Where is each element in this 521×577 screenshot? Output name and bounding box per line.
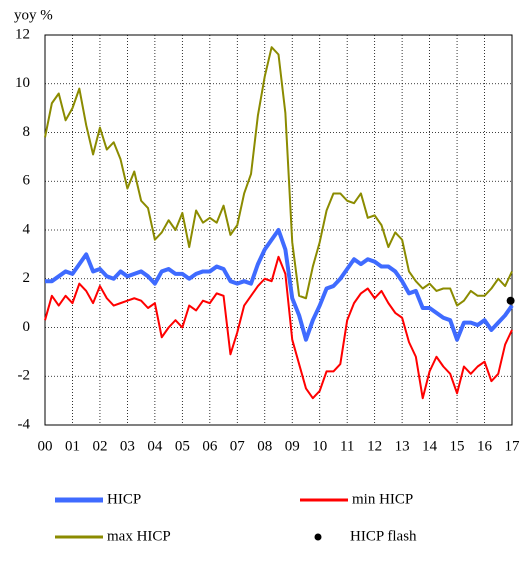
y-tick-label: -4 (18, 416, 31, 432)
y-axis-label: yoy % (14, 7, 53, 23)
y-tick-label: 6 (23, 173, 31, 189)
x-tick-label: 03 (120, 438, 135, 454)
x-tick-label: 01 (65, 438, 80, 454)
x-tick-label: 10 (312, 438, 327, 454)
y-tick-label: 8 (23, 124, 31, 140)
x-tick-label: 02 (92, 438, 107, 454)
x-tick-label: 17 (505, 438, 521, 454)
series-line (45, 228, 514, 342)
series-line (44, 255, 513, 400)
legend-label: HICP flash (350, 528, 417, 544)
y-tick-label: 4 (23, 221, 31, 237)
x-tick-label: 13 (395, 438, 410, 454)
y-tick-label: 10 (15, 75, 30, 91)
x-tick-label: 09 (285, 438, 300, 454)
legend-label: HICP (107, 491, 141, 507)
x-tick-label: 07 (230, 438, 246, 454)
series-line (44, 46, 513, 307)
x-tick-label: 04 (147, 438, 163, 454)
y-tick-label: 0 (23, 319, 31, 335)
legend-label: max HICP (107, 528, 171, 544)
x-tick-label: 16 (477, 438, 493, 454)
flash-point (506, 296, 515, 305)
x-tick-label: 00 (38, 438, 53, 454)
y-tick-label: -2 (18, 368, 31, 384)
legend-marker (314, 533, 322, 541)
x-tick-label: 06 (202, 438, 218, 454)
x-tick-label: 12 (367, 438, 382, 454)
y-tick-label: 12 (15, 26, 30, 42)
x-tick-label: 15 (450, 438, 465, 454)
x-tick-label: 05 (175, 438, 190, 454)
y-tick-label: 2 (23, 270, 31, 286)
plot-frame (44, 34, 513, 426)
x-tick-label: 08 (257, 438, 272, 454)
x-tick-label: 11 (340, 438, 354, 454)
legend-label: min HICP (352, 491, 413, 507)
x-tick-label: 14 (422, 438, 438, 454)
